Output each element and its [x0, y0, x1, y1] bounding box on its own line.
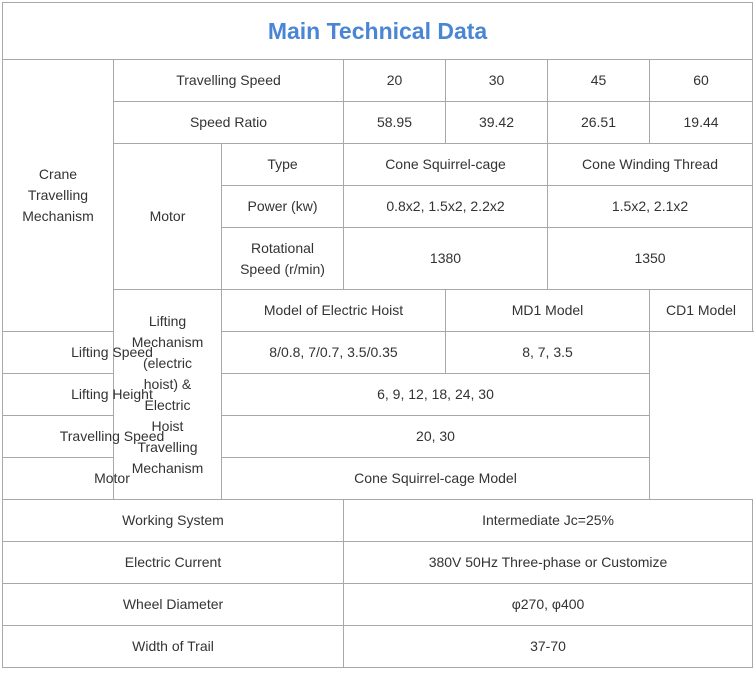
- cell: 39.42: [445, 101, 548, 144]
- table-title: Main Technical Data: [1, 2, 754, 60]
- cell: φ270, φ400: [342, 583, 754, 626]
- cell: 37-70: [342, 625, 754, 668]
- cell: 20, 30: [221, 415, 650, 458]
- cell: 1350: [546, 227, 754, 290]
- cell: 1380: [343, 227, 548, 290]
- cell: 6, 9, 12, 18, 24, 30: [221, 373, 650, 416]
- cell: Cone Squirrel-cage: [343, 143, 548, 186]
- row-label: Power (kw): [221, 185, 344, 228]
- cell: 19.44: [648, 101, 754, 144]
- row-label: Model of Electric Hoist: [221, 289, 446, 332]
- cell: 60: [648, 59, 754, 102]
- cell: MD1 Model: [445, 289, 650, 332]
- cell: 26.51: [547, 101, 650, 144]
- row-label: Rotational Speed (r/min): [221, 227, 344, 290]
- cell: 1.5x2, 2.1x2: [546, 185, 754, 228]
- row-label: Working System: [2, 499, 344, 542]
- cell: 30: [445, 59, 548, 102]
- cell: 8/0.8, 7/0.7, 3.5/0.35: [221, 331, 446, 374]
- row-label: Speed Ratio: [113, 101, 344, 144]
- cell: 45: [547, 59, 650, 102]
- cell: Intermediate Jc=25%: [342, 499, 754, 542]
- row-label: Type: [221, 143, 344, 186]
- cell: 58.95: [343, 101, 446, 144]
- cell: CD1 Model: [648, 289, 754, 332]
- motor-label: Motor: [113, 143, 222, 290]
- row-label: Travelling Speed: [113, 59, 344, 102]
- cell: 0.8x2, 1.5x2, 2.2x2: [343, 185, 548, 228]
- row-label: Width of Trail: [2, 625, 344, 668]
- cell: Cone Squirrel-cage Model: [221, 457, 650, 500]
- cell: 8, 7, 3.5: [445, 331, 650, 374]
- row-label: Wheel Diameter: [2, 583, 344, 626]
- cell: Cone Winding Thread: [546, 143, 754, 186]
- crane-section-label: Crane Travelling Mechanism: [2, 59, 114, 332]
- cell: 380V 50Hz Three-phase or Customize: [342, 541, 754, 584]
- row-label: Electric Current: [2, 541, 344, 584]
- cell: 20: [343, 59, 446, 102]
